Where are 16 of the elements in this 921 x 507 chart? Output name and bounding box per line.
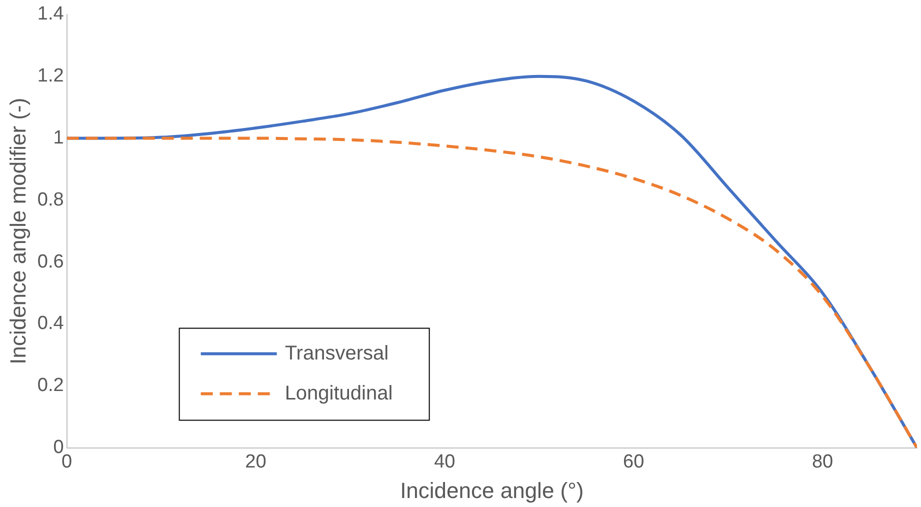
y-tick-label: 0.6 — [37, 251, 64, 272]
x-tick-label: 60 — [623, 451, 644, 472]
legend-label: Transversal — [284, 342, 389, 364]
y-tick-label: 1.4 — [37, 4, 64, 25]
y-tick-label: 0.2 — [37, 375, 64, 396]
y-tick-label: 1.2 — [37, 66, 64, 87]
x-axis-title: Incidence angle (°) — [400, 478, 584, 503]
y-tick-label: 0.4 — [37, 313, 64, 334]
legend-label: Longitudinal — [284, 382, 393, 404]
y-axis-title: Incidence angle modifier (-) — [5, 98, 30, 364]
y-tick-label: 1 — [53, 127, 64, 148]
y-tick-label: 0.8 — [37, 189, 64, 210]
x-tick-label: 80 — [812, 451, 834, 472]
y-tick-label: 0 — [53, 437, 64, 458]
x-tick-label: 40 — [434, 451, 456, 472]
x-tick-label: 20 — [245, 451, 266, 472]
